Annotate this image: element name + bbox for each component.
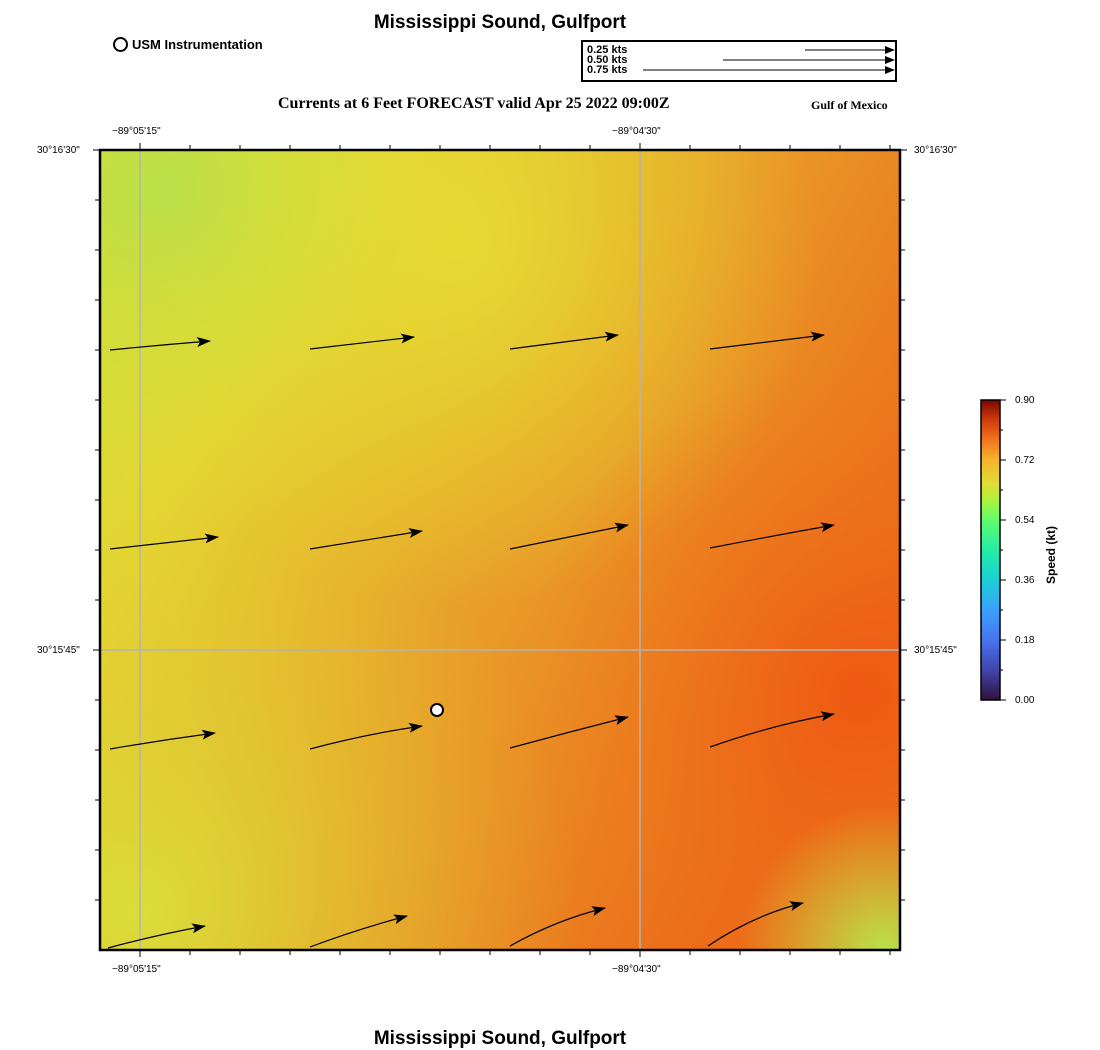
lat-tick-left-2: 30°15'45" [37,645,80,656]
vector-r2-c2 [309,528,423,550]
scale-arrows [643,46,895,74]
vector-r4-c3 [509,906,606,947]
station-legend-label: USM Instrumentation [132,37,263,52]
usm-station-marker [430,703,444,717]
vector-r4-c1 [107,923,206,949]
colorbar-tick-018: 0.18 [1015,635,1035,646]
vector-r1-c3 [509,331,619,350]
lat-tick-right-2: 30°15'45" [914,645,957,656]
vector-r4-c2 [309,914,408,948]
graticule [100,150,900,950]
colorbar-title: Speed (kt) [1044,525,1058,584]
colorbar [980,399,1006,701]
colorbar-tick-000: 0.00 [1015,695,1035,706]
lon-tick-bottom-1: −89°05'15" [112,964,161,975]
colorbar-tick-036: 0.36 [1015,575,1035,586]
colorbar-tick-090: 0.90 [1015,395,1035,406]
region-label: Gulf of Mexico [811,98,888,112]
lon-tick-bottom-2: −89°04'30" [612,964,661,975]
lon-tick-top-1: −89°05'15" [112,126,161,137]
scale-label-025: 0.25 kts [587,44,628,56]
current-vectors [107,331,835,949]
colorbar-gradient [981,400,1000,700]
colorbar-tick-054: 0.54 [1015,515,1035,526]
lat-tick-left-1: 30°16'30" [37,145,80,156]
footer-title: Mississippi Sound, Gulfport [373,1028,627,1049]
map-title: Mississippi Sound, Gulfport [373,12,627,33]
vector-r1-c2 [309,333,415,350]
colorbar-tick-072: 0.72 [1015,455,1035,466]
vector-r2-c3 [509,522,629,550]
vector-r3-c4 [709,711,835,748]
vector-r1-c4 [709,331,825,350]
speed-field [100,150,900,950]
scale-label-075: 0.75 kts [587,64,628,76]
vector-r3-c1 [109,729,216,750]
frame-ticks [93,143,907,957]
lat-tick-right-1: 30°16'30" [914,145,957,156]
lon-tick-top-2: −89°04'30" [612,126,661,137]
scale-label-050: 0.50 kts [587,54,628,66]
forecast-title: Currents at 6 Feet FORECAST valid Apr 25… [278,95,670,112]
vector-r2-c1 [109,533,219,550]
vector-r4-c4 [707,901,804,947]
station-legend: USM Instrumentation [113,37,263,52]
speed-field-bottom-right-green [100,150,900,950]
vector-r2-c4 [709,522,835,549]
vector-scale-legend: 0.25 kts 0.50 kts 0.75 kts [581,40,897,82]
vector-r3-c2 [309,722,423,750]
vector-r1-c1 [109,337,211,351]
vector-r3-c3 [509,715,629,749]
circle-marker-icon [113,37,128,52]
